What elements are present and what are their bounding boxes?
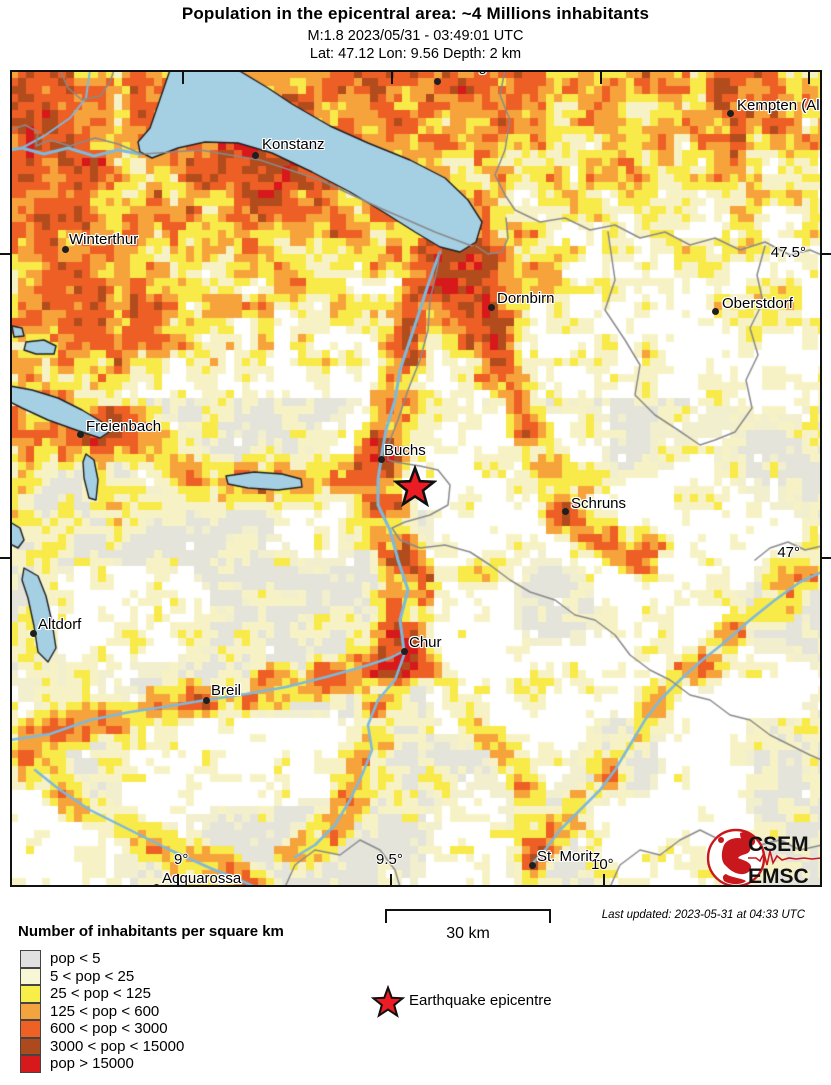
longitude-label: 9° [174,851,189,868]
earthquake-epicentre-star-icon [393,465,437,507]
legend-row: 125 < pop < 600 [20,1002,184,1020]
logo-seismogram-icon [748,850,822,866]
legend-swatch [20,985,41,1003]
legend-row: 25 < pop < 125 [20,985,184,1003]
map-clip-area: CSEM EMSC Ravensburg Konstanz Winterthur Ke… [10,70,822,887]
city-label: Ravensburg [406,70,487,75]
legend-label: pop > 15000 [50,1055,134,1073]
logo-csem-text: CSEM [748,833,809,856]
legend-title: Number of inhabitants per square km [18,923,284,940]
legend-label: 3000 < pop < 15000 [50,1037,185,1055]
legend-swatch [20,1055,41,1073]
legend-row: 600 < pop < 3000 [20,1020,184,1038]
legend-swatch [20,1037,41,1055]
legend-row: 3000 < pop < 15000 [20,1037,185,1055]
graticule-tick [0,557,10,559]
city-label: Acquarossa [162,870,242,887]
city-marker-dot [487,303,495,311]
graticule-tick [390,874,392,887]
epicentre-legend-star-icon [371,985,405,1018]
graticule-tick [177,874,179,887]
graticule-tick [182,70,184,84]
graticule-tick [822,557,831,559]
scale-bar-right-cap [549,909,551,923]
last-updated-text: Last updated: 2023-05-31 at 04:33 UTC [601,909,805,921]
graticule-tick [0,253,10,255]
legend-swatch [20,950,41,968]
logo-emsc-text: EMSC [748,865,809,887]
city-marker-dot [377,455,385,463]
longitude-label: 9.5° [376,851,403,868]
event-magnitude-datetime: M:1.8 2023/05/31 - 03:49:01 UTC [307,28,524,44]
city-label: Chur [409,634,442,651]
city-marker-dot [726,109,734,117]
city-marker-dot [711,307,719,315]
event-coordinates: Lat: 47.12 Lon: 9.56 Depth: 2 km [309,46,522,62]
city-marker-dot [76,430,84,438]
map-header: Population in the epicentral area: ~4 Mi… [0,4,831,62]
epicentre-legend-label: Earthquake epicentre [409,992,552,1009]
city-label: Altdorf [38,616,82,633]
city-marker-dot [561,507,569,515]
city-marker-dot [251,151,259,159]
city-label: Konstanz [262,136,325,153]
city-marker-dot [29,629,37,637]
city-label: Oberstdorf [722,295,793,312]
city-marker-dot [433,77,441,85]
graticule-tick [808,70,810,84]
graticule-tick [603,874,605,887]
graticule-tick [822,253,831,255]
city-label: Winterthur [69,231,139,248]
legend-label: 125 < pop < 600 [50,1002,160,1020]
latitude-label: 47° [777,544,800,561]
csem-emsc-logo: CSEM EMSC [706,828,822,887]
population-map: CSEM EMSC Ravensburg Konstanz Winterthur Ke… [0,70,831,887]
city-marker-dot [202,696,210,704]
longitude-label: 10° [591,856,614,873]
legend-label: 25 < pop < 125 [50,985,151,1003]
legend-swatch [20,1002,41,1020]
legend-row: pop > 15000 [20,1055,184,1073]
city-marker-dot [528,861,536,869]
graticule-tick [600,70,602,84]
city-marker-dot [400,647,408,655]
city-label: Dornbirn [497,290,555,307]
page-title: Population in the epicentral area: ~4 Mi… [181,4,650,23]
scale-bar-left-cap [385,909,387,923]
legend-row: pop < 5 [20,950,184,968]
city-label: Schruns [571,495,627,512]
city-label: St. Moritz [537,848,601,865]
city-label: Buchs [384,442,426,459]
scale-bar-label: 30 km [446,925,490,942]
city-marker-dot [61,245,69,253]
city-label: Kempten (Allgäu) [737,97,822,114]
legend-swatch [20,967,41,985]
legend-label: 600 < pop < 3000 [50,1020,168,1038]
latitude-label: 47.5° [770,244,806,261]
legend-label: 5 < pop < 25 [50,967,135,985]
legend-swatch [20,1020,41,1038]
legend-row: 5 < pop < 25 [20,967,184,985]
graticule-tick [391,70,393,84]
city-label: Freienbach [86,418,162,435]
city-label: Breil [211,682,242,699]
city-marker-dot [152,883,160,887]
scale-bar [385,909,551,911]
legend-label: pop < 5 [50,950,101,968]
